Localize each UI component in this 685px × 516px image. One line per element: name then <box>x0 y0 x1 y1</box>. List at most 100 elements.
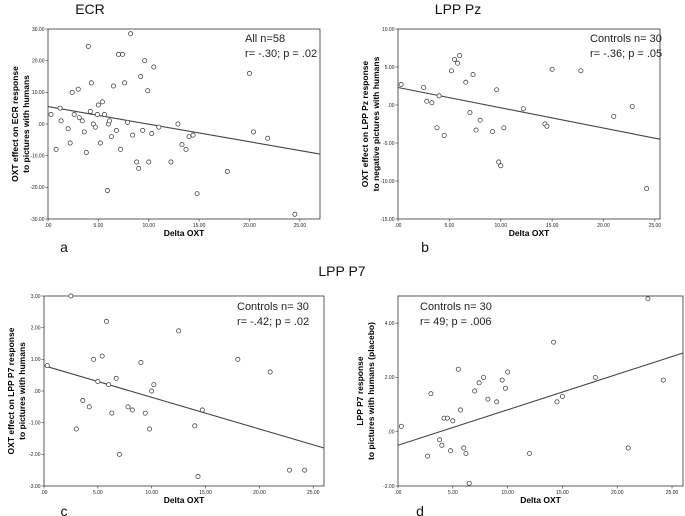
data-point <box>498 163 504 169</box>
data-point <box>95 379 101 384</box>
data-point <box>99 353 105 359</box>
data-point <box>458 407 463 413</box>
data-point <box>69 89 75 95</box>
data-point <box>421 85 427 90</box>
data-point <box>434 125 440 131</box>
data-point <box>76 115 82 121</box>
data-point <box>544 123 550 129</box>
chart-title: ECR <box>75 1 105 17</box>
y-tick-label: -3.00 <box>29 484 41 490</box>
data-point <box>75 86 81 92</box>
y-tick-label: 1.00 <box>31 357 41 363</box>
data-point <box>151 382 157 388</box>
data-point <box>149 388 155 394</box>
data-point <box>439 442 445 448</box>
data-point <box>71 112 77 117</box>
data-point <box>81 129 87 135</box>
data-point <box>106 382 112 388</box>
y-axis-label: to pictures with humans (placebo) <box>366 322 376 460</box>
data-point <box>58 118 64 124</box>
data-point <box>113 375 119 381</box>
data-point <box>67 140 73 146</box>
data-point <box>455 60 461 66</box>
data-point <box>99 99 105 105</box>
data-point <box>146 159 152 165</box>
y-axis-label: to pictures with humans <box>21 75 31 173</box>
x-tick-label: 25.00 <box>294 223 307 229</box>
data-point <box>235 356 241 362</box>
x-tick-label: .00 <box>41 490 48 496</box>
data-point <box>168 159 174 165</box>
data-point <box>176 328 182 334</box>
data-point <box>502 385 508 391</box>
y-tick-label: -1.00 <box>29 420 41 426</box>
data-point <box>660 377 666 383</box>
data-point <box>398 82 404 87</box>
stats-annotation: r= -.42; p = .02 <box>237 316 309 328</box>
data-point <box>398 423 404 429</box>
data-point <box>134 159 140 165</box>
y-axis-label: to pictures with humans <box>17 342 27 440</box>
y-tick-label: .00 <box>38 122 45 128</box>
data-point <box>116 51 121 57</box>
x-tick-label: 5.00 <box>448 490 458 496</box>
x-tick-label: 10.00 <box>142 223 155 229</box>
data-point <box>448 448 454 454</box>
data-point <box>120 51 125 57</box>
panel-label: d <box>416 503 424 516</box>
data-point <box>142 58 148 64</box>
data-point <box>424 98 430 104</box>
chart-panel-a: .00 5.00 10.00 15.00 20.00 25.00 30.00 20.00 10.… <box>10 1 321 255</box>
data-point <box>450 418 456 424</box>
y-tick-label: -15.00 <box>380 217 394 223</box>
stats-annotation: r= 49; p = .006 <box>420 316 492 328</box>
data-point <box>494 399 500 405</box>
data-point <box>625 445 631 451</box>
data-point <box>559 393 565 399</box>
data-point <box>473 127 479 133</box>
y-tick-label: -2.00 <box>29 452 41 458</box>
y-tick-label: 10.00 <box>32 90 45 96</box>
data-point <box>470 72 476 78</box>
data-point <box>437 437 443 443</box>
y-tick-label: .00 <box>34 389 41 395</box>
stats-annotation: All n=58 <box>245 33 285 45</box>
data-point <box>140 127 146 133</box>
data-point <box>441 132 447 138</box>
data-point <box>149 131 155 136</box>
y-tick-label: -2.00 <box>383 484 395 490</box>
data-point <box>425 453 431 459</box>
x-tick-label: 10.00 <box>494 223 507 229</box>
stats-annotation: Controls n= 30 <box>237 301 309 313</box>
y-tick-label: -20.00 <box>30 185 44 191</box>
data-point <box>116 451 122 457</box>
data-point <box>224 169 230 174</box>
data-point <box>186 134 192 140</box>
y-tick-label: 2.00 <box>385 375 395 381</box>
y-tick-label: -10.00 <box>30 153 44 159</box>
data-point <box>292 211 298 217</box>
data-point <box>190 132 196 138</box>
data-point <box>645 296 651 302</box>
chart-panel-b: .00 5.00 10.00 15.00 20.00 25.0010.005.00.00-… <box>360 1 662 255</box>
fit-line <box>47 106 321 155</box>
data-point <box>53 146 59 152</box>
data-point <box>111 83 116 89</box>
data-point <box>629 104 635 109</box>
data-point <box>138 360 144 365</box>
data-point <box>592 374 598 380</box>
data-point <box>485 396 491 402</box>
data-point <box>265 135 271 141</box>
data-point <box>578 68 584 74</box>
data-point <box>44 363 50 369</box>
data-point <box>490 129 495 135</box>
data-point <box>88 80 94 86</box>
data-point <box>611 113 617 119</box>
data-point <box>551 339 557 345</box>
y-tick-label: 4.00 <box>385 321 395 327</box>
data-point <box>527 450 532 456</box>
data-point <box>91 356 96 362</box>
chart-panel-c: .00 5.00 10.00 15.00 20.00 25.00 3.00 2.00 1.00.… <box>6 293 325 516</box>
data-point <box>97 140 103 146</box>
